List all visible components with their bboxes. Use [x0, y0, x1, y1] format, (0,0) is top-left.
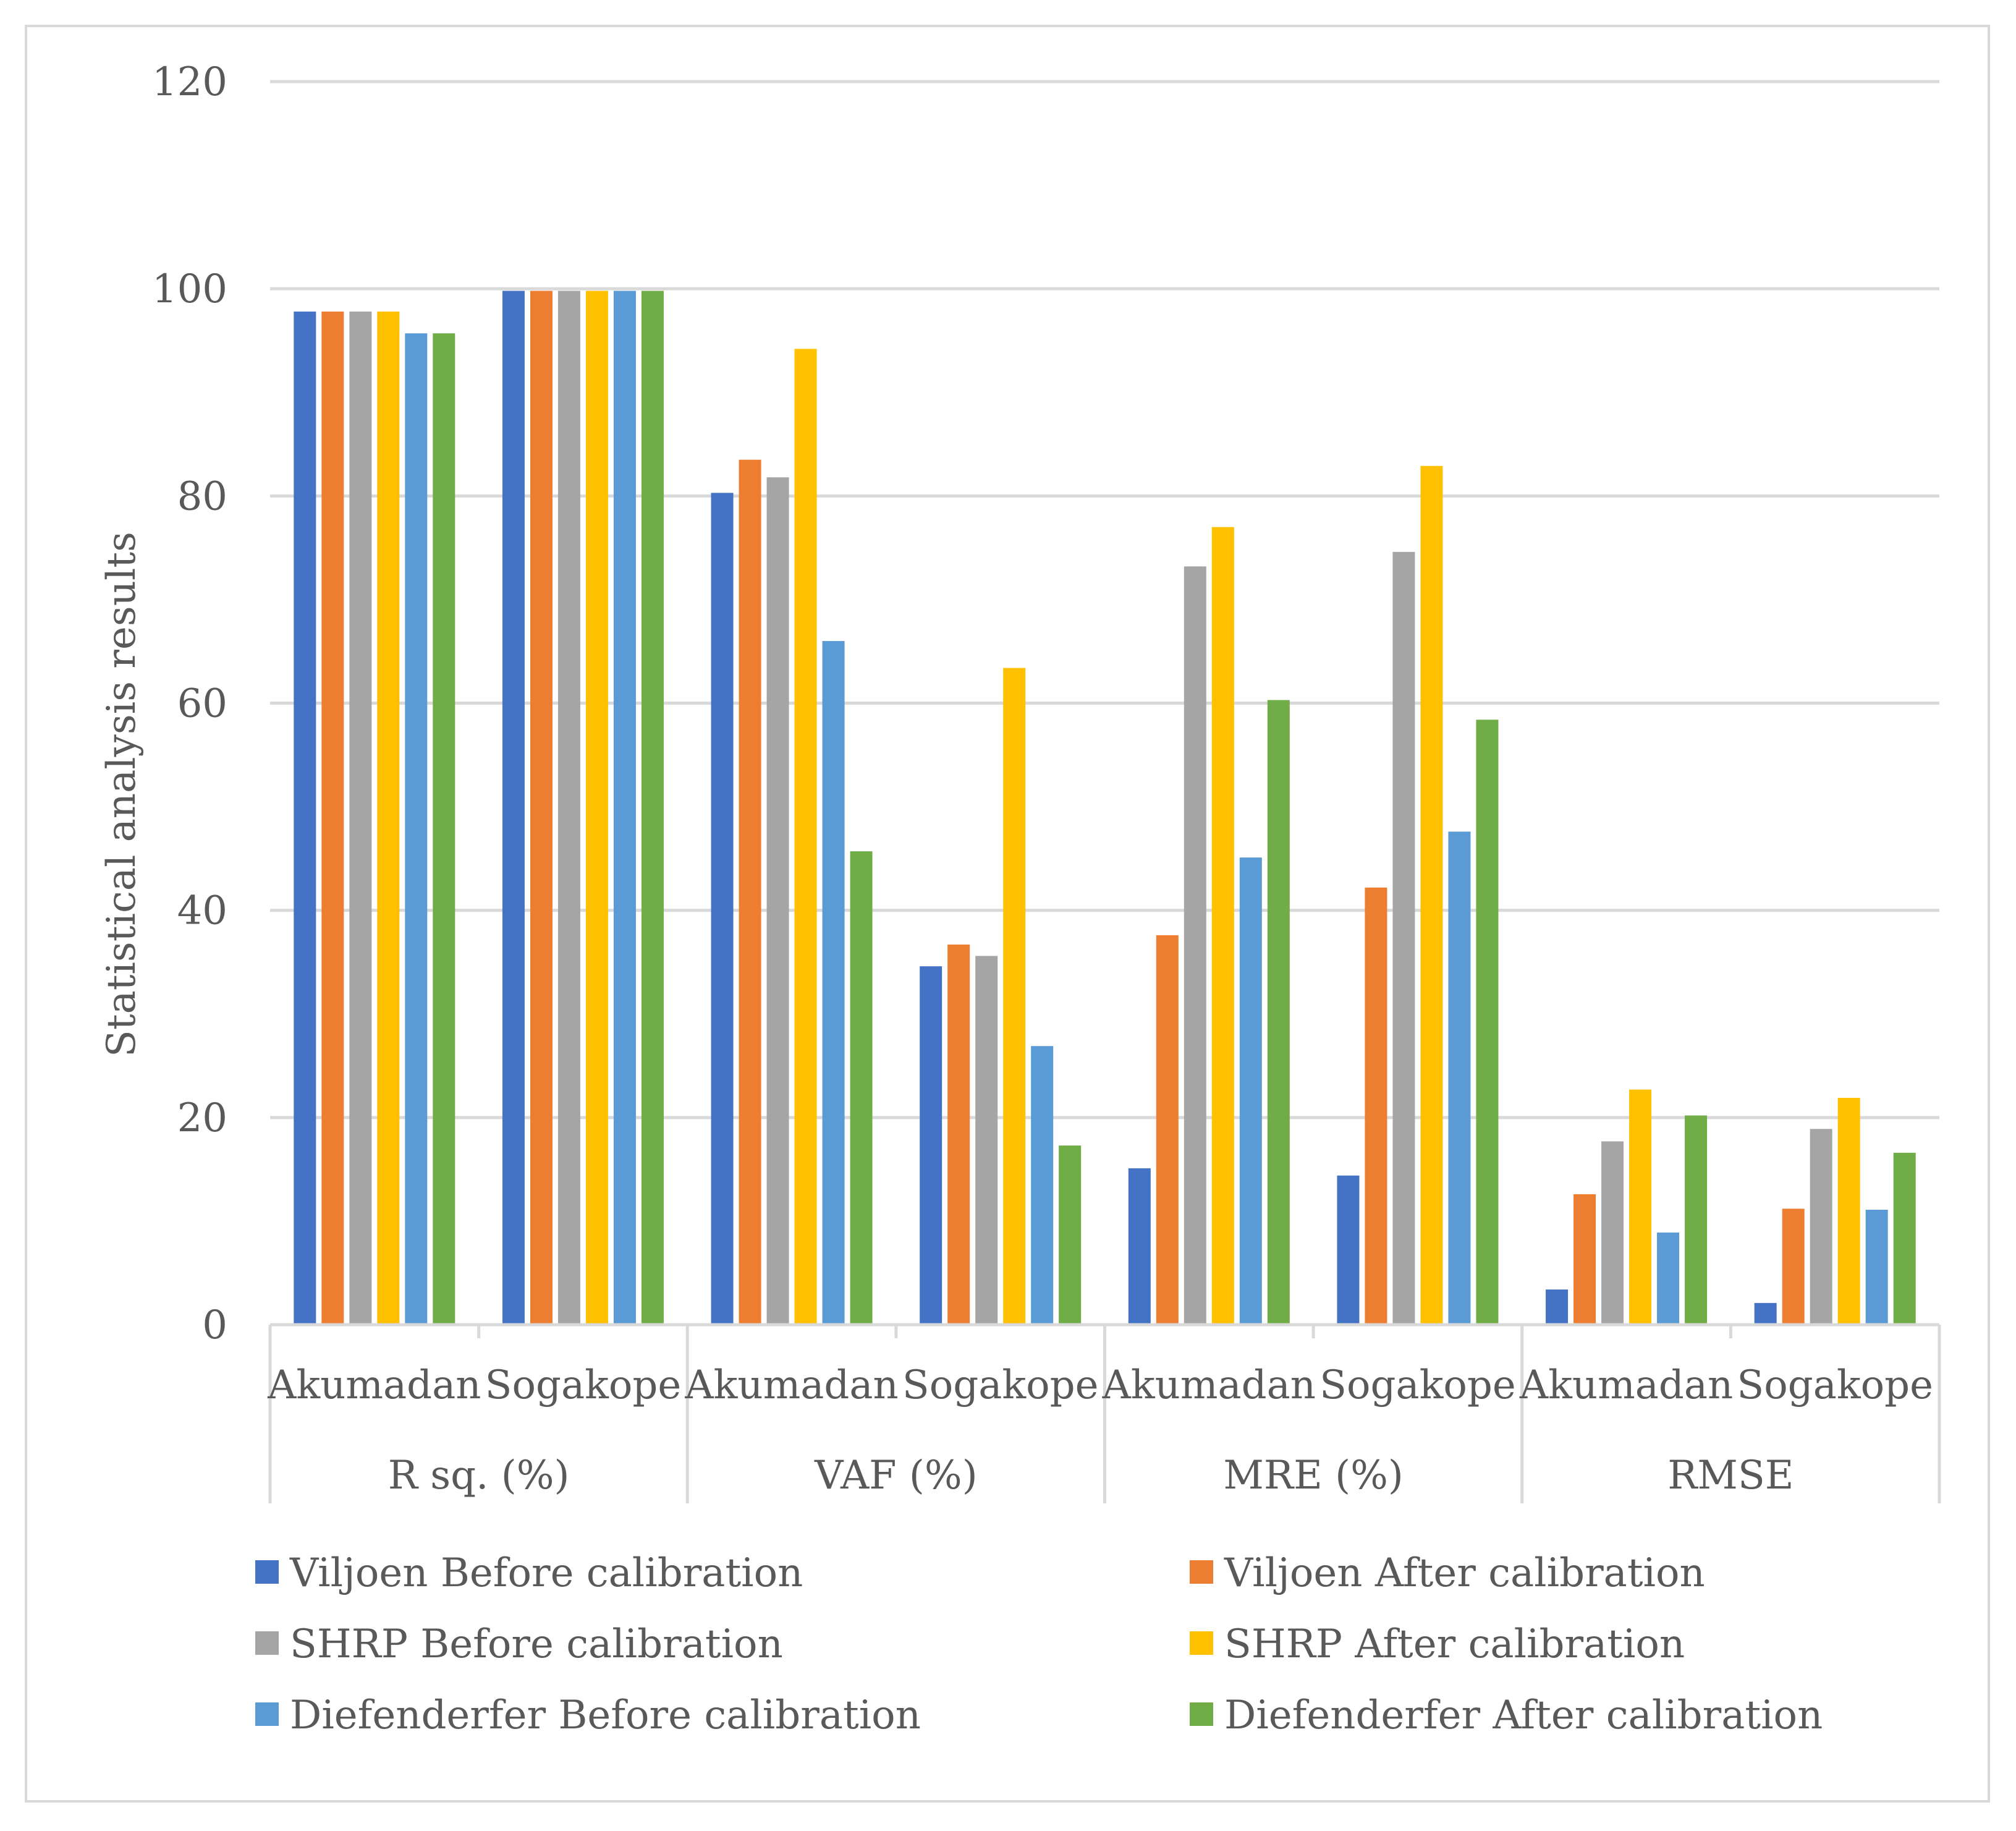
bar	[1573, 1194, 1596, 1325]
series-5	[405, 291, 1888, 1325]
legend: Viljoen Before calibration Viljoen After …	[255, 1550, 1823, 1738]
legend-item: SHRP After calibration	[1190, 1621, 1685, 1667]
bar	[1782, 1209, 1805, 1325]
legend-swatch	[1190, 1631, 1213, 1655]
y-axis-label: Statistical analysis results	[99, 532, 145, 1057]
bar	[1865, 1209, 1888, 1325]
bar	[1601, 1141, 1624, 1325]
bar	[405, 333, 428, 1325]
series-1	[294, 291, 1777, 1325]
bar	[294, 312, 316, 1325]
bar	[433, 333, 455, 1325]
series-3	[349, 291, 1832, 1325]
bar	[850, 851, 873, 1325]
x-group-label: MRE (%)	[1223, 1453, 1404, 1498]
bar	[585, 291, 608, 1325]
legend-item: Diefenderfer Before calibration	[255, 1693, 921, 1738]
bar	[1476, 720, 1499, 1325]
x-category-label: Sogakope	[902, 1362, 1099, 1408]
x-category-label: Akumadan	[684, 1362, 898, 1408]
legend-item: SHRP Before calibration	[255, 1621, 783, 1667]
legend-swatch	[255, 1702, 279, 1726]
y-tick-label: 60	[177, 681, 227, 727]
bar	[1754, 1302, 1777, 1325]
bar	[1003, 668, 1026, 1325]
bar	[349, 312, 372, 1325]
y-tick-label: 0	[202, 1302, 227, 1348]
bars	[294, 291, 1916, 1325]
x-category-label: Sogakope	[1737, 1362, 1933, 1408]
bar	[530, 291, 553, 1325]
legend-label: Viljoen After calibration	[1224, 1550, 1705, 1596]
bar	[1657, 1232, 1680, 1325]
bar	[947, 944, 970, 1325]
bar	[1156, 935, 1179, 1325]
bar	[1893, 1152, 1916, 1325]
bar	[1128, 1168, 1151, 1325]
x-category-label: Akumadan	[1102, 1362, 1316, 1408]
legend-item: Viljoen After calibration	[1190, 1550, 1705, 1596]
y-tick-label: 80	[177, 474, 227, 519]
x-group-label: RMSE	[1667, 1453, 1794, 1498]
bar	[1059, 1145, 1082, 1325]
series-4	[377, 291, 1860, 1325]
bar	[321, 312, 344, 1325]
y-axis-ticks: 0 20 40 60 80 100 120	[152, 59, 227, 1348]
legend-label: Viljoen Before calibration	[289, 1550, 803, 1596]
y-tick-label: 20	[177, 1095, 227, 1141]
legend-swatch	[255, 1631, 279, 1655]
x-category-label: Sogakope	[485, 1362, 682, 1408]
x-category-label: Akumadan	[267, 1362, 481, 1408]
bar	[1420, 465, 1443, 1325]
legend-item: Viljoen Before calibration	[255, 1550, 803, 1596]
bar	[641, 291, 664, 1325]
bar	[1239, 857, 1262, 1325]
legend-swatch	[1190, 1560, 1213, 1584]
bar	[1031, 1046, 1054, 1325]
bar	[1629, 1089, 1652, 1325]
bar	[739, 459, 761, 1325]
legend-swatch	[1190, 1702, 1213, 1726]
bar	[975, 956, 998, 1325]
bar	[1365, 887, 1387, 1325]
y-tick-label: 120	[152, 59, 227, 105]
bar	[794, 349, 817, 1325]
legend-label: Diefenderfer Before calibration	[290, 1693, 921, 1738]
legend-label: SHRP Before calibration	[290, 1621, 783, 1667]
legend-item: Diefenderfer After calibration	[1190, 1693, 1823, 1738]
bar	[1211, 527, 1234, 1325]
bar	[1184, 566, 1206, 1325]
bar	[1546, 1289, 1569, 1325]
bar	[711, 493, 734, 1325]
y-tick-label: 40	[177, 888, 227, 934]
x-group-label: R sq. (%)	[388, 1453, 570, 1498]
legend-swatch	[255, 1560, 279, 1584]
bar	[1392, 551, 1415, 1325]
bar	[1810, 1129, 1832, 1325]
legend-label: Diefenderfer After calibration	[1224, 1693, 1823, 1738]
y-tick-label: 100	[152, 266, 227, 312]
bar	[1837, 1097, 1860, 1325]
bar	[502, 291, 525, 1325]
bar	[1267, 700, 1290, 1325]
bar	[1448, 831, 1471, 1325]
series-6	[433, 291, 1916, 1325]
bar	[766, 477, 789, 1325]
series-2	[321, 291, 1805, 1325]
bar	[920, 966, 942, 1325]
x-axis: Akumadan Sogakope Akumadan Sogakope Akumadan…	[267, 1323, 1941, 1503]
bar	[377, 312, 400, 1325]
bar	[557, 291, 580, 1325]
x-category-label: Akumadan	[1519, 1362, 1733, 1408]
x-category-label: Sogakope	[1319, 1362, 1516, 1408]
bar	[1685, 1115, 1708, 1325]
bar	[822, 640, 845, 1325]
bar	[613, 291, 636, 1325]
legend-label: SHRP After calibration	[1224, 1621, 1685, 1667]
bar	[1337, 1175, 1360, 1325]
x-group-label: VAF (%)	[814, 1453, 978, 1498]
